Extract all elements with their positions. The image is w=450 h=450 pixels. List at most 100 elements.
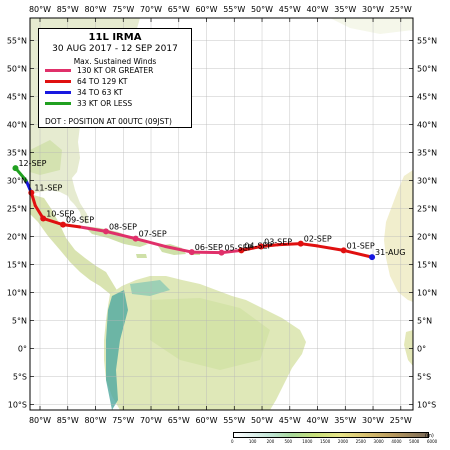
track-date-label: 01-SEP: [347, 241, 375, 250]
lat-label-left: 20°N: [7, 232, 27, 241]
track-segment: [239, 244, 263, 252]
legend-heading: Max. Sustained Winds: [73, 57, 157, 66]
lon-label-top: 35°W: [334, 5, 356, 14]
track-segment: [78, 225, 108, 233]
lat-label-left: 10°S: [8, 400, 27, 409]
legend-swatch: [45, 80, 71, 83]
lat-label-left: 10°N: [7, 288, 27, 297]
track-date-label: 09-SEP: [66, 216, 94, 225]
elevation-scale-tick-label: 2500: [355, 439, 366, 444]
lon-label-top: 75°W: [112, 5, 134, 14]
track-position-dot: [40, 215, 47, 222]
lat-label-left: 5°N: [12, 316, 27, 325]
legend-swatch: [45, 91, 71, 94]
storm-name: 11L IRMA: [88, 32, 142, 43]
lat-label-left: 0°: [18, 344, 27, 353]
lat-label-right: 50°N: [417, 64, 437, 73]
track-position-dot: [258, 243, 265, 250]
lon-label-top: 60°W: [195, 5, 217, 14]
elevation-scale-tick-label: 5000: [409, 439, 420, 444]
lon-label-bottom: 50°W: [251, 416, 273, 425]
track-date-label: 04-SEP: [244, 241, 272, 250]
track-position-dot: [340, 247, 347, 254]
track-date-label: 03-SEP: [264, 237, 292, 246]
legend-swatch: [45, 102, 71, 105]
track-segment: [190, 250, 223, 255]
land-andes-relief: [106, 290, 128, 410]
elevation-scale-tick-label: 6000: [427, 439, 438, 444]
legend-label: 64 TO 129 KT: [77, 77, 128, 86]
land-amazon-relief: [150, 298, 270, 370]
grid-lines: [30, 18, 413, 410]
lat-label-right: 45°N: [417, 92, 437, 101]
lon-label-bottom: 30°W: [362, 416, 384, 425]
lon-label-bottom: 40°W: [306, 416, 328, 425]
elevation-scale-unit: (m): [425, 433, 434, 439]
elevation-scale-tick-label: 100: [248, 439, 257, 444]
lat-label-right: 35°N: [417, 148, 437, 157]
legend-label: 34 TO 63 KT: [77, 88, 123, 97]
lat-label-right: 5°S: [417, 372, 431, 381]
lat-label-left: 55°N: [7, 36, 27, 45]
elevation-scale-tick-label: 500: [284, 439, 293, 444]
land-africa: [384, 170, 413, 302]
land-central-america: [30, 194, 118, 294]
lat-label-right: 25°N: [417, 204, 437, 213]
track-date-label: 02-SEP: [304, 235, 332, 244]
lat-label-right: 0°: [417, 344, 426, 353]
track-position-dot: [102, 228, 109, 235]
elevation-scale-tick-label: 1000: [302, 439, 313, 444]
lon-label-bottom: 25°W: [390, 416, 412, 425]
lat-label-right: 30°N: [417, 176, 437, 185]
track-position-dot: [369, 254, 376, 261]
legend-label: 130 KT OR GREATER: [77, 66, 154, 75]
lon-label-top: 65°W: [168, 5, 190, 14]
lon-label-bottom: 35°W: [334, 416, 356, 425]
axis-labels: 80°W 80°W 85°W 85°W 80°W 80°W 75°W 75°W 70°W 70°W…: [7, 5, 437, 425]
track-segment: [315, 244, 346, 252]
lon-label-top: 55°W: [223, 5, 245, 14]
lat-label-right: 20°N: [417, 232, 437, 241]
elevation-scale-labels: 0 100 200 500 1000 1500 2000 2500 3000 4000 5000 60…: [231, 439, 441, 447]
track-position-dot: [238, 247, 245, 254]
lon-label-bottom: 75°W: [112, 416, 134, 425]
track-position-dot: [188, 249, 195, 256]
lon-label-bottom: 60°W: [195, 416, 217, 425]
track-date-label: 11-SEP: [34, 184, 62, 193]
lon-label-top: 50°W: [251, 5, 273, 14]
lon-label-top: 25°W: [390, 5, 412, 14]
track-segment: [220, 248, 243, 255]
track-date-label: 07-SEP: [139, 230, 167, 239]
legend-note: DOT : POSITION AT 00UTC (09JST): [45, 117, 172, 126]
lat-label-left: 5°S: [13, 372, 27, 381]
lat-label-left: 30°N: [7, 176, 27, 185]
elevation-scale-tick-label: 200: [266, 439, 275, 444]
elevation-scale-tick-label: 2000: [337, 439, 349, 444]
elevation-scale-tick-label: 1500: [320, 439, 331, 444]
lon-label-top: 30°W: [362, 5, 384, 14]
map-border: [29, 17, 414, 411]
lon-label-top: 70°W: [140, 5, 162, 14]
track-segment: [163, 244, 194, 254]
track-position-dot: [218, 249, 225, 256]
land-greenland: [330, 18, 413, 34]
lat-label-right: 15°N: [417, 260, 437, 269]
lon-label-top: 85°W: [57, 5, 79, 14]
lon-label-top: 45°W: [279, 5, 301, 14]
elevation-scale-tick-label: 0: [231, 439, 234, 444]
track-date-label: 31-AUG: [375, 248, 405, 257]
lon-label-bottom: 55°W: [223, 416, 245, 425]
legend-item-cat1: 33 KT OR LESS: [45, 99, 132, 108]
track-position-dot: [60, 221, 67, 228]
lat-label-left: 25°N: [7, 204, 27, 213]
lon-label-bottom: 85°W: [57, 416, 79, 425]
lat-label-left: 15°N: [7, 260, 27, 269]
lat-label-left: 40°N: [7, 120, 27, 129]
lon-label-bottom: 45°W: [279, 416, 301, 425]
legend-swatch: [45, 69, 71, 72]
land-africa-south: [404, 330, 413, 366]
lon-label-top: 40°W: [306, 5, 328, 14]
lon-label-bottom: 70°W: [140, 416, 162, 425]
lat-label-left: 45°N: [7, 92, 27, 101]
